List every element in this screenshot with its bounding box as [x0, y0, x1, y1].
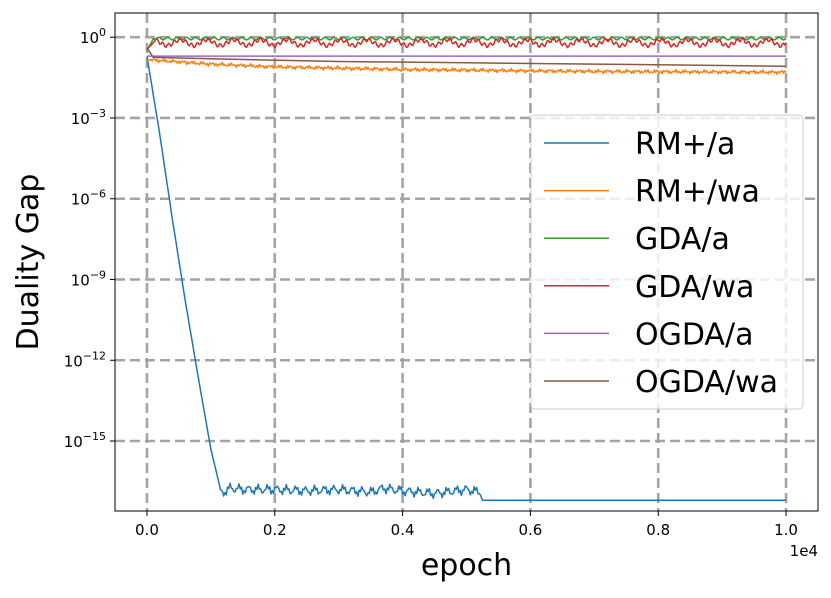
y-tick-label: 10−9 — [71, 268, 106, 289]
y-axis-ticks: 100 10−3 10−6 10−9 10−12 10−15 — [64, 26, 115, 451]
x-tick-label: 0.0 — [135, 521, 159, 539]
legend-box — [530, 114, 804, 410]
legend-label: GDA/wa — [635, 270, 754, 305]
y-tick-label: 10−15 — [64, 430, 106, 451]
legend-label: GDA/a — [635, 222, 730, 257]
series-line — [146, 55, 786, 501]
x-axis-offset-label: 1e4 — [790, 542, 818, 560]
y-tick-label: 100 — [80, 26, 106, 47]
x-tick-label: 0.2 — [263, 521, 287, 539]
x-tick-label: 0.8 — [646, 521, 670, 539]
y-tick-label: 10−6 — [71, 188, 106, 209]
x-axis-ticks: 0.0 0.2 0.4 0.6 0.8 1.0 — [135, 511, 798, 539]
series-line — [146, 47, 787, 68]
series-lines — [146, 36, 787, 501]
series-line — [146, 36, 787, 52]
x-tick-label: 0.4 — [391, 521, 415, 539]
series-line — [146, 36, 787, 50]
x-tick-label: 0.6 — [518, 521, 542, 539]
legend-label: RM+/a — [635, 127, 735, 162]
y-axis-label: Duality Gap — [11, 174, 46, 351]
y-tick-label: 10−12 — [64, 349, 106, 370]
series-line — [147, 58, 787, 76]
x-axis-label: epoch — [421, 548, 512, 583]
y-tick-label: 10−3 — [71, 107, 106, 128]
legend-label: OGDA/a — [635, 317, 753, 352]
legend-label: OGDA/wa — [635, 365, 778, 400]
x-tick-label: 1.0 — [774, 521, 798, 539]
legend-label: RM+/wa — [635, 175, 760, 210]
plot-frame — [114, 12, 819, 512]
legend: RM+/a RM+/wa GDA/a GDA/wa OGDA/a OGDA/wa — [530, 114, 804, 410]
